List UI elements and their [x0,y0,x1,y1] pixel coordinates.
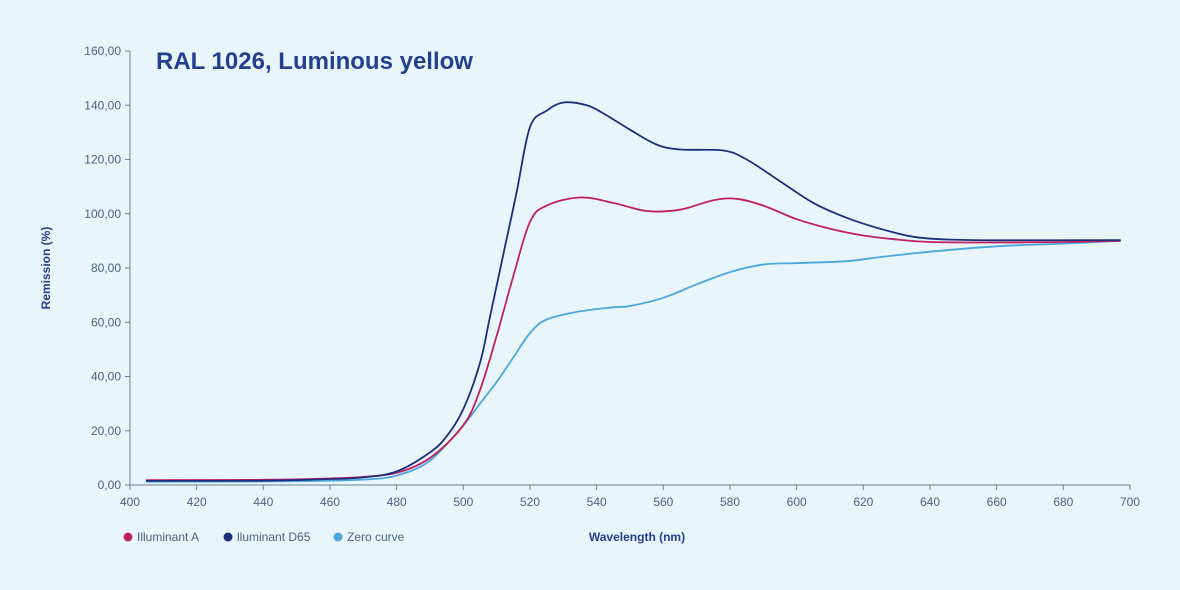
series-line-zero-curve [145,240,1121,483]
x-tick-label: 480 [387,495,407,509]
y-tick-label: 80,00 [91,261,121,275]
x-tick-label: 520 [520,495,540,509]
y-axis-title: Remission (%) [39,227,53,310]
legend-marker-zero-curve [333,532,343,542]
x-tick-label: 400 [120,495,140,509]
x-tick-label: 440 [253,495,273,509]
x-tick-label: 540 [587,495,607,509]
legend-marker-lluminant-d65 [223,532,233,542]
x-tick-label: 500 [453,495,473,509]
x-tick-label: 620 [853,495,873,509]
x-tick-label: 640 [920,495,940,509]
series-group [145,101,1121,483]
x-tick-label: 600 [787,495,807,509]
x-tick-label: 560 [653,495,673,509]
x-axis-title: Wavelength (nm) [589,530,685,544]
legend-marker-illuminant-a [123,532,133,542]
x-tick-label: 580 [720,495,740,509]
y-tick-label: 120,00 [84,153,121,167]
x-tick-label: 660 [987,495,1007,509]
legend-label-lluminant-d65: lluminant D65 [237,530,311,544]
y-tick-label: 60,00 [91,315,121,329]
x-tick-label: 680 [1053,495,1073,509]
series-line-illuminant-a [145,196,1121,481]
y-tick-label: 0,00 [98,478,122,492]
x-tick-label: 420 [187,495,207,509]
y-ticks: 0,00 20,00 40,00 60,00 80,00 100,00 120,00 140,… [84,44,130,492]
x-tick-label: 460 [320,495,340,509]
legend-label-illuminant-a: Illuminant A [137,530,199,544]
y-tick-label: 20,00 [91,424,121,438]
y-tick-label: 40,00 [91,370,121,384]
series-line-lluminant-d65 [145,101,1121,482]
y-tick-label: 100,00 [84,207,121,221]
y-tick-label: 160,00 [84,44,121,58]
x-tick-label: 700 [1120,495,1140,509]
legend: Illuminant A lluminant D65 Zero curve [123,530,405,544]
y-tick-label: 140,00 [84,98,121,112]
chart-title: RAL 1026, Luminous yellow [156,48,473,75]
legend-label-zero-curve: Zero curve [347,530,405,544]
x-ticks: 400 420 440 460 480 500 520 540 560 580 600 620 640 6… [120,485,1140,509]
